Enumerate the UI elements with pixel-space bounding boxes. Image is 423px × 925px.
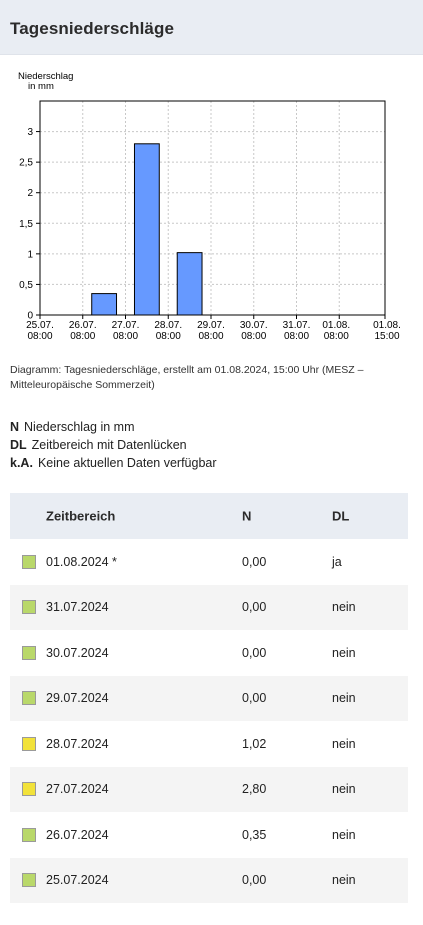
cell-dl: nein <box>332 782 356 797</box>
y-axis-label-unit: in mm <box>28 81 54 92</box>
cell-date: 28.07.2024 <box>46 736 109 751</box>
cell-dl: ja <box>332 554 342 569</box>
bar <box>176 252 203 316</box>
bar <box>91 293 118 316</box>
y-tick-label: 1 <box>27 249 33 260</box>
cell-n: 0,00 <box>242 554 267 569</box>
status-swatch <box>22 691 36 706</box>
x-tick-label-time: 08:00 <box>198 331 223 342</box>
cell-date: 25.07.2024 <box>46 873 109 888</box>
x-tick-label-time: 15:00 <box>374 331 399 342</box>
cell-date: 01.08.2024 * <box>46 554 117 569</box>
table-row: 01.08.2024 * 0,00 ja <box>10 539 408 585</box>
y-tick-label: 1,5 <box>19 219 33 230</box>
cell-dl: nein <box>332 691 356 706</box>
y-tick-label: 2 <box>27 188 33 199</box>
cell-n: 0,00 <box>242 691 267 706</box>
x-tick-label-time: 08:00 <box>113 331 138 342</box>
cell-dl: nein <box>332 827 356 842</box>
cell-date: 27.07.2024 <box>46 782 109 797</box>
x-tick-label-date: 29.07. <box>197 320 225 331</box>
x-tick-label-date: 01.08. <box>322 320 350 331</box>
bar <box>133 143 160 316</box>
cell-n: 0,00 <box>242 645 267 660</box>
x-tick-label-time: 08:00 <box>156 331 181 342</box>
table-row: 26.07.2024 0,35 nein <box>10 812 408 858</box>
status-swatch <box>22 782 36 797</box>
legend-abbr: N <box>10 420 20 434</box>
cell-date: 26.07.2024 <box>46 827 109 842</box>
y-tick-label: 2,5 <box>19 158 33 169</box>
status-swatch <box>22 736 36 751</box>
legend-abbr: k.A. <box>10 456 33 470</box>
y-axis-label: Niederschlag <box>18 71 73 82</box>
plot-frame <box>39 100 386 316</box>
x-tick-label-time: 08:00 <box>70 331 95 342</box>
x-tick-label-date: 30.07. <box>240 320 268 331</box>
x-tick-label-date: 31.07. <box>283 320 311 331</box>
cell-dl: nein <box>332 873 356 888</box>
status-swatch <box>22 554 36 569</box>
status-swatch <box>22 827 36 842</box>
x-tick-label-time: 08:00 <box>27 331 52 342</box>
legend-text: Niederschlag in mm <box>24 420 135 434</box>
status-swatch <box>22 873 36 888</box>
y-tick-label: 0 <box>27 311 33 322</box>
table-body: 01.08.2024 * 0,00 ja 31.07.2024 0,00 nein 30.0… <box>10 539 408 903</box>
x-tick-label-date: 01.08. <box>373 320 401 331</box>
cell-date: 31.07.2024 <box>46 600 109 615</box>
cell-n: 2,80 <box>242 782 267 797</box>
cell-n: 1,02 <box>242 736 267 751</box>
status-swatch <box>22 600 36 615</box>
x-tick-label-date: 25.07. <box>26 320 54 331</box>
page-header: Tagesniederschläge <box>0 0 423 55</box>
cell-date: 29.07.2024 <box>46 691 109 706</box>
x-tick-label-time: 08:00 <box>284 331 309 342</box>
x-tick-label-time: 08:00 <box>324 331 349 342</box>
cell-date: 30.07.2024 <box>46 645 109 660</box>
y-tick-label: 0,5 <box>19 280 33 291</box>
legend-item-n: N Niederschlag in mm <box>10 418 217 436</box>
header-zeitbereich: Zeitbereich <box>46 508 116 524</box>
table-header: Zeitbereich N DL <box>10 493 408 539</box>
x-tick-label-date: 26.07. <box>69 320 97 331</box>
cell-n: 0,00 <box>242 873 267 888</box>
table-row: 30.07.2024 0,00 nein <box>10 630 408 676</box>
cell-dl: nein <box>332 736 356 751</box>
table-row: 28.07.2024 1,02 nein <box>10 721 408 767</box>
x-tick-label-time: 08:00 <box>241 331 266 342</box>
legend-text: Zeitbereich mit Datenlücken <box>31 438 187 452</box>
status-swatch <box>22 645 36 660</box>
legend-item-dl: DL Zeitbereich mit Datenlücken <box>10 436 217 454</box>
table-row: 31.07.2024 0,00 nein <box>10 584 408 630</box>
cell-dl: nein <box>332 600 356 615</box>
header-n: N <box>242 508 252 524</box>
chart-caption: Diagramm: Tagesniederschläge, erstellt a… <box>10 364 364 391</box>
cell-dl: nein <box>332 645 356 660</box>
cell-n: 0,00 <box>242 600 267 615</box>
x-tick-label-date: 28.07. <box>154 320 182 331</box>
legend-text: Keine aktuellen Daten verfügbar <box>37 456 217 470</box>
cell-n: 0,35 <box>242 827 267 842</box>
y-tick-label: 3 <box>27 127 33 138</box>
header-dl: DL <box>332 508 350 524</box>
x-tick-label-date: 27.07. <box>112 320 140 331</box>
legend-item-ka: k.A. Keine aktuellen Daten verfügbar <box>10 454 217 472</box>
legend: N Niederschlag in mm DL Zeitbereich mit Da… <box>10 418 217 472</box>
table-row: 25.07.2024 0,00 nein <box>10 857 408 903</box>
legend-abbr: DL <box>10 438 27 452</box>
table-row: 29.07.2024 0,00 nein <box>10 675 408 721</box>
precipitation-table: Zeitbereich N DL 01.08.2024 * 0,00 ja 31.07… <box>10 493 408 903</box>
table-row: 27.07.2024 2,80 nein <box>10 766 408 812</box>
page-title: Tagesniederschläge <box>10 19 174 38</box>
